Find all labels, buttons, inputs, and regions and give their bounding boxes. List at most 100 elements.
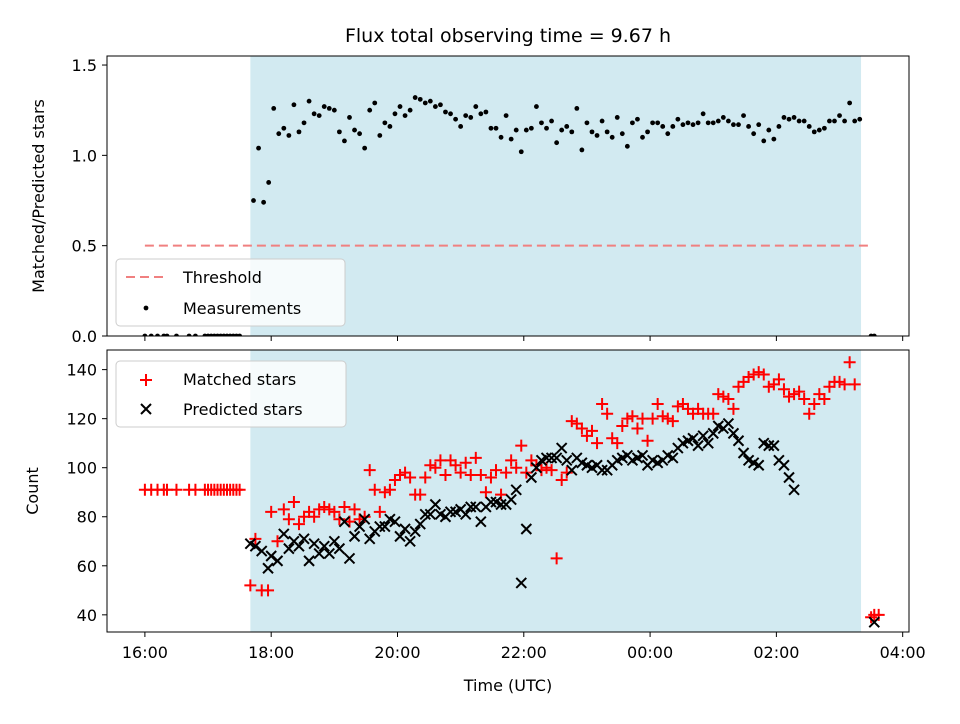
measurement-point [791, 115, 797, 120]
measurement-point [821, 125, 827, 131]
y-tick-label: 120 [66, 410, 97, 429]
predicted-stars-point [732, 435, 745, 447]
matched-stars-point [656, 410, 669, 423]
matched-stars-point [722, 393, 735, 406]
legend-predicted-label: Predicted stars [183, 400, 303, 419]
measurement-point [523, 127, 529, 133]
measurement-point [761, 138, 767, 144]
matched-stars-point [323, 503, 336, 516]
measurement-point [286, 133, 292, 138]
measurement-point [372, 100, 378, 106]
matched-stars-point [244, 579, 257, 592]
measurement-point [832, 118, 837, 124]
bottom-plot-frame [106, 349, 910, 633]
measurement-point [715, 118, 721, 124]
measurement-point [463, 113, 469, 119]
predicted-stars-point [308, 538, 320, 550]
predicted-stars-point [358, 513, 371, 525]
measurement-point [741, 113, 746, 119]
measurement-point [539, 120, 544, 126]
measurement-point [564, 124, 570, 129]
matched-stars-point [717, 390, 730, 403]
top-legend: Threshold Measurements [115, 258, 346, 327]
matched-stars-point [843, 356, 856, 369]
matched-stars-point [611, 437, 624, 450]
measurement-point [635, 116, 640, 122]
top-y-axis-label: Matched/Predicted stars [29, 99, 48, 293]
measurement-point [367, 107, 373, 113]
predicted-stars-point [561, 454, 573, 467]
measurement-point [326, 105, 332, 111]
predicted-stars-point [414, 518, 426, 530]
matched-stars-point [762, 380, 775, 393]
measurement-point [291, 102, 297, 108]
matched-stars-point [404, 471, 417, 484]
matched-stars-point [510, 461, 523, 474]
matched-stars-point [262, 584, 275, 597]
matched-stars-point [818, 393, 831, 406]
matched-stars-point [277, 503, 290, 516]
matched-stars-point [265, 505, 278, 518]
matched-stars-point [783, 390, 796, 403]
measurement-point [594, 133, 600, 138]
predicted-stars-point [363, 533, 376, 545]
observing-window-band [250, 350, 862, 632]
measurement-point [619, 131, 625, 137]
measurement-point [736, 122, 741, 128]
measurement-point [584, 120, 590, 126]
predicted-stars-point [379, 520, 391, 533]
measurement-point [549, 118, 554, 124]
predicted-stars-point [495, 498, 507, 511]
measurement-point [193, 333, 198, 336]
observing-window-band [250, 56, 862, 336]
matched-stars-point [328, 505, 341, 518]
matched-stars-point [170, 483, 183, 496]
measurement-point [720, 115, 726, 120]
measurement-point [276, 131, 282, 137]
measurement-point [296, 129, 302, 135]
predicted-stars-point [348, 530, 361, 543]
measurement-point [842, 118, 847, 124]
matched-stars-point [601, 407, 614, 420]
measurement-point [756, 122, 762, 128]
measurement-point [624, 143, 630, 149]
matched-stars-point [490, 464, 503, 477]
predicted-stars-point [256, 545, 268, 557]
predicted-stars-point [768, 439, 780, 452]
predicted-stars-point [278, 528, 290, 540]
predicted-stars-point [298, 533, 310, 545]
measurement-point [251, 198, 256, 203]
matched-stars-point [596, 397, 609, 410]
top-legend-box [115, 258, 346, 327]
measurement-point [417, 96, 423, 102]
top-panel: 0.0 0.5 1.0 1.5 Matched/Predicted stars Thr… [29, 55, 910, 346]
measurement-point [508, 136, 514, 142]
measurement-point [811, 129, 817, 135]
x-tick-label: 22:00 [501, 643, 547, 662]
matched-stars-point [424, 459, 437, 472]
measurement-point [321, 104, 327, 109]
measurement-point [458, 124, 464, 129]
measurement-point [528, 125, 534, 131]
matched-stars-point [383, 483, 396, 496]
measurement-point [781, 115, 787, 120]
measurement-point [544, 125, 549, 131]
top-plot-frame [106, 55, 910, 337]
measurement-point [336, 129, 342, 135]
measurement-point [311, 111, 317, 117]
measurement-point [432, 104, 438, 109]
measurement-point [796, 118, 802, 124]
measurement-point [554, 140, 560, 146]
legend-predicted-swatch [140, 403, 152, 415]
predicted-stars-point [262, 562, 274, 574]
predicted-stars-point [566, 464, 578, 476]
matched-stars-point [363, 464, 376, 477]
predicted-stars-point [692, 439, 704, 452]
measurement-point [857, 116, 863, 122]
predicted-stars-point [510, 484, 522, 496]
predicted-stars-point [394, 530, 406, 543]
predicted-stars-point [485, 496, 497, 508]
measurement-point [746, 124, 751, 129]
y-tick-label: 60 [77, 557, 97, 576]
